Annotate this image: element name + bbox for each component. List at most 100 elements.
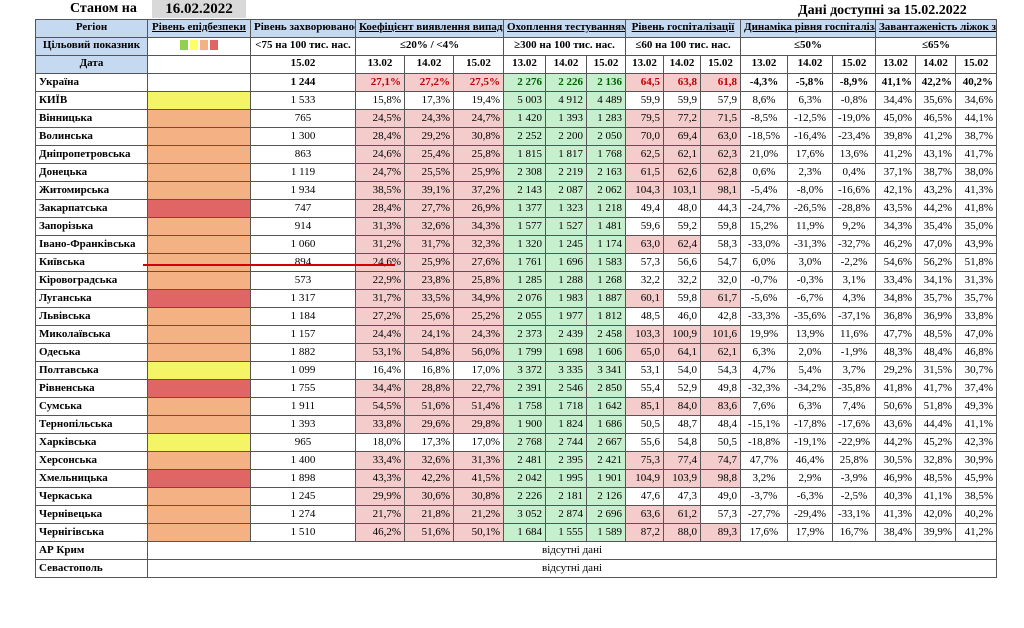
detection-value: 31,7% [404,235,454,254]
detection-value: 25,8% [453,145,504,164]
hosp-dynamics-value: -19,1% [787,433,833,452]
date-header: 15.02 [453,55,504,74]
oxygen-value: 46,8% [954,343,998,362]
detection-value: 56,0% [453,343,504,362]
incidence-value: 1 245 [250,487,356,506]
detection-value: 33,8% [355,415,405,434]
header-row: Регіон Рівень епідбезпеки Рівень захворю… [35,19,998,38]
red-divider-line [143,264,395,266]
testing-value: 2 744 [545,433,587,452]
hospitalization-value: 62,1 [663,145,701,164]
testing-value: 1 995 [545,469,587,488]
table-row: Вінницька 765 24,5% 24,3% 24,7% 1 420 1 393 1 2… [35,109,998,128]
detection-value: 25,9% [404,253,454,272]
date-header: 13.02 [875,55,916,74]
table-row: Івано-Франківська 1 060 31,2% 31,7% 32,3% 1 3… [35,235,998,254]
target-row: Цільовий показник <75 на 100 тис. нас. ≤… [35,37,998,56]
region-name: Тернопільська [35,415,148,434]
oxygen-value: 33,8% [954,307,998,326]
hosp-dynamics-value: -2,5% [832,487,876,506]
oxygen-value: 45,0% [875,109,916,128]
testing-value: 1 887 [586,289,626,308]
detection-value: 24,6% [355,253,405,272]
region-name: Луганська [35,289,148,308]
incidence-value: 965 [250,433,356,452]
table-row: Дніпропетровська 863 24,6% 25,4% 25,8% 1 815 1… [35,145,998,164]
hosp-dynamics-value: 2,3% [787,163,833,182]
hospitalization-value: 59,8 [663,289,701,308]
testing-value: 1 174 [586,235,626,254]
oxygen-value: 50,6% [875,397,916,416]
hosp-dynamics-value: -31,3% [787,235,833,254]
hosp-dynamics-value: -17,6% [832,415,876,434]
detection-value: 24,1% [404,325,454,344]
oxygen-value: 34,4% [875,91,916,110]
detection-value: 17,0% [453,433,504,452]
detection-value: 21,7% [355,505,405,524]
epi-level-cell [147,181,251,200]
incidence-value: 573 [250,271,356,290]
testing-value: 1 696 [545,253,587,272]
incidence-value: 1 755 [250,379,356,398]
detection-value: 28,4% [355,199,405,218]
hospitalization-value: 59,9 [625,91,664,110]
hosp-dynamics-value: -8,0% [787,181,833,200]
hospitalization-value: 48,5 [625,307,664,326]
detection-value: 34,9% [453,289,504,308]
hospitalization-value: 63,0 [625,235,664,254]
detection-value: 27,1% [355,73,405,92]
hospitalization-value: 83,6 [700,397,741,416]
epi-level-cell [147,91,251,110]
col-region: Регіон [35,19,148,38]
hospitalization-value: 85,1 [625,397,664,416]
level-swatch-2 [190,40,198,51]
incidence-value: 894 [250,253,356,272]
detection-value: 17,0% [453,361,504,380]
hosp-dynamics-value: 17,6% [740,523,788,542]
hospitalization-value: 57,3 [625,253,664,272]
detection-value: 33,4% [355,451,405,470]
hospitalization-value: 49,0 [700,487,741,506]
hospitalization-value: 61,2 [663,505,701,524]
oxygen-value: 46,5% [915,109,956,128]
as-of-date: 16.02.2022 [152,0,246,18]
testing-value: 1 283 [586,109,626,128]
region-name: Україна [35,73,148,92]
hosp-dynamics-value: 17,9% [787,523,833,542]
hospitalization-value: 59,6 [625,217,664,236]
table-row: Запорізька 914 31,3% 32,6% 34,3% 1 577 1 527 1 … [35,217,998,236]
target-detection: ≤20% / <4% [355,37,504,56]
oxygen-value: 40,2% [954,505,998,524]
epi-level-cell [147,451,251,470]
testing-value: 2 373 [503,325,546,344]
hosp-dynamics-value: -24,7% [740,199,788,218]
region-name: Харківська [35,433,148,452]
testing-value: 2 252 [503,127,546,146]
testing-value: 4 489 [586,91,626,110]
hospitalization-value: 87,2 [625,523,664,542]
incidence-value: 1 300 [250,127,356,146]
hospitalization-value: 50,5 [625,415,664,434]
detection-value: 24,6% [355,145,405,164]
epi-level-cell [147,307,251,326]
hosp-dynamics-value: 17,6% [787,145,833,164]
oxygen-value: 47,0% [915,235,956,254]
oxygen-value: 51,8% [954,253,998,272]
hospitalization-value: 75,3 [625,451,664,470]
epi-level-cell [147,127,251,146]
detection-value: 18,0% [355,433,405,452]
hospitalization-value: 98,8 [700,469,741,488]
detection-value: 37,2% [453,181,504,200]
hospitalization-value: 71,5 [700,109,741,128]
hosp-dynamics-value: 0,4% [832,163,876,182]
oxygen-value: 45,9% [954,469,998,488]
oxygen-value: 36,8% [875,307,916,326]
detection-value: 24,7% [355,163,405,182]
oxygen-value: 35,7% [915,289,956,308]
hosp-dynamics-value: -29,4% [787,505,833,524]
incidence-value: 1 157 [250,325,356,344]
hosp-dynamics-value: -26,5% [787,199,833,218]
date-row: Дата 15.02 13.02 14.02 15.02 13.02 14.02 15.0… [35,55,998,74]
col-oxygen: Завантаженість ліжок з киснем [874,19,998,38]
oxygen-value: 40,3% [875,487,916,506]
